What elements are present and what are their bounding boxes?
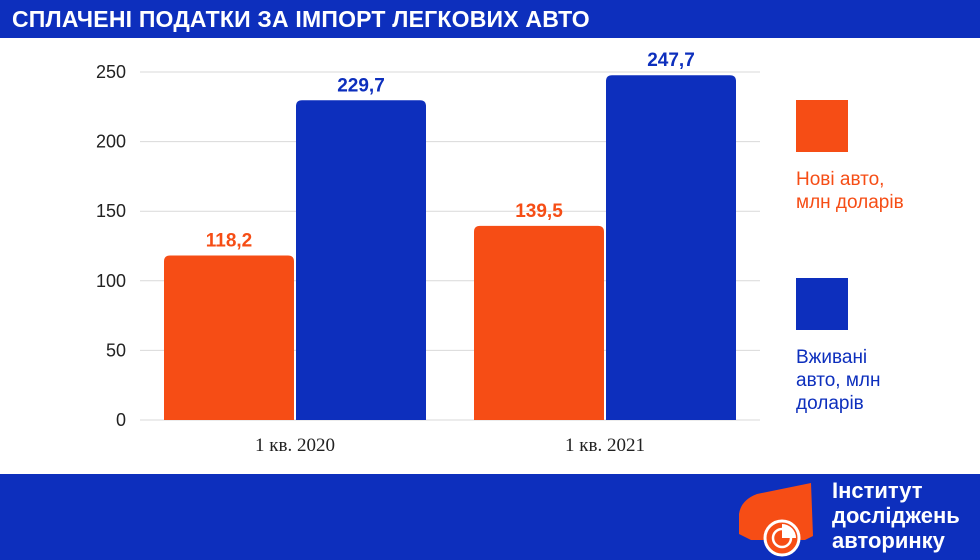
bar xyxy=(474,225,604,420)
bar xyxy=(164,255,294,420)
bar-chart: 0 50 100 150 200 250 118,2 229,7 1 кв. 2020 139,5… xyxy=(96,50,760,456)
data-label: 118,2 xyxy=(206,230,253,251)
legend-label-used-cars-line2: авто, млн xyxy=(796,370,881,391)
footer-bar xyxy=(0,474,980,560)
logo-line1: Інститут xyxy=(832,478,923,503)
logo-line2: досліджень xyxy=(832,503,960,528)
bar xyxy=(296,100,426,420)
y-tick-label: 0 xyxy=(116,410,126,430)
title-bar: СПЛАЧЕНІ ПОДАТКИ ЗА ІМПОРТ ЛЕГКОВИХ АВТО xyxy=(0,0,980,38)
legend-label-used-cars-line3: доларів xyxy=(796,393,864,414)
car-pie-logo-icon xyxy=(739,483,813,557)
logo-text: Інститут досліджень авторинку xyxy=(832,478,960,553)
bar xyxy=(606,75,736,420)
legend-swatch-used-cars xyxy=(796,278,848,330)
data-label: 139,5 xyxy=(515,201,563,222)
x-tick-label: 1 кв. 2020 xyxy=(255,435,335,456)
data-label: 247,7 xyxy=(647,50,695,71)
logo-line3: авторинку xyxy=(832,528,945,553)
legend-label-used-cars-line1: Вживані xyxy=(796,347,868,368)
y-tick-label: 250 xyxy=(96,62,126,82)
legend-label-new-cars-line1: Нові авто, xyxy=(796,169,885,190)
legend-label-used-cars: Вживані авто, млн доларів xyxy=(796,346,946,415)
y-tick-label: 100 xyxy=(96,271,126,291)
chart-title: СПЛАЧЕНІ ПОДАТКИ ЗА ІМПОРТ ЛЕГКОВИХ АВТО xyxy=(12,6,590,32)
x-tick-label: 1 кв. 2021 xyxy=(565,435,645,456)
y-tick-label: 200 xyxy=(96,132,126,152)
y-tick-label: 150 xyxy=(96,201,126,221)
legend-swatch-new-cars xyxy=(796,100,848,152)
legend-label-new-cars-line2: млн доларів xyxy=(796,192,904,213)
data-label: 229,7 xyxy=(337,75,385,96)
legend-label-new-cars: Нові авто, млн доларів xyxy=(796,168,946,214)
y-tick-label: 50 xyxy=(106,340,126,360)
